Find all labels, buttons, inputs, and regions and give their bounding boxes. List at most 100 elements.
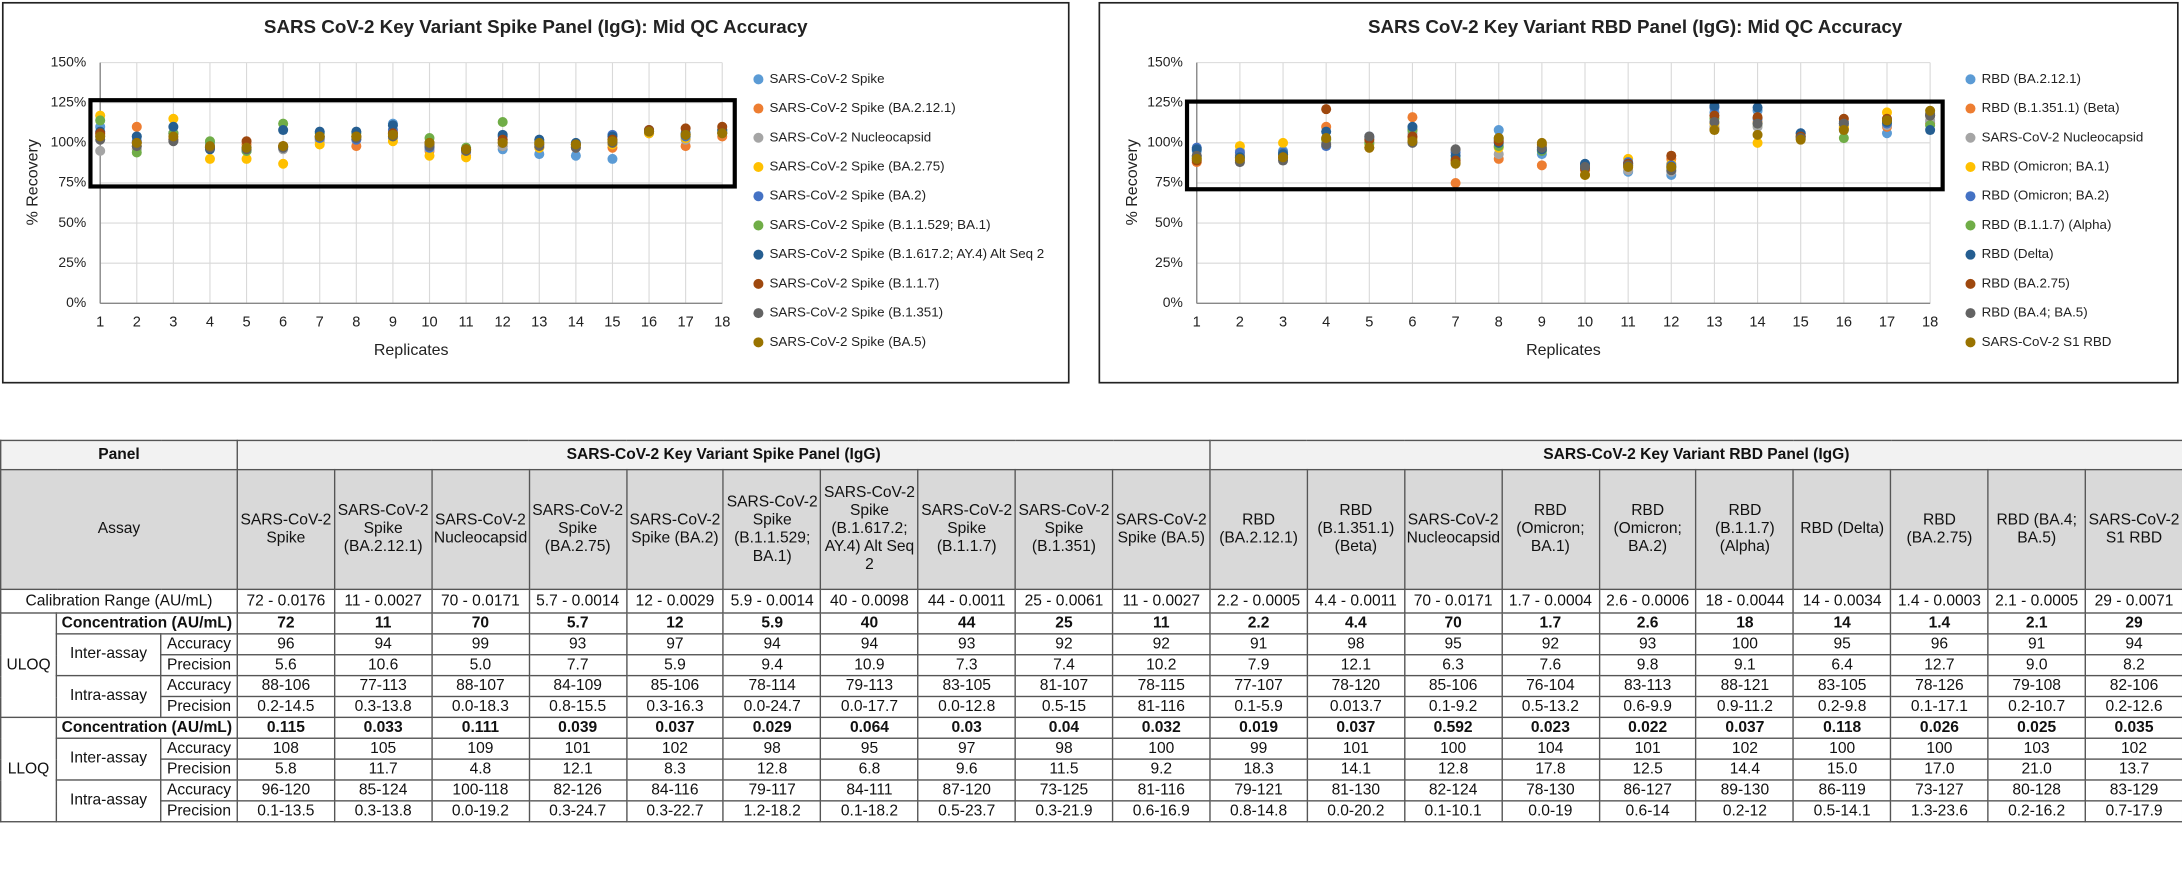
cell-value: 102 <box>625 737 725 760</box>
cell-value: 8.3 <box>625 758 725 781</box>
assay-name: SARS-CoV-2 Spike (BA.2) <box>625 468 725 591</box>
legend-marker <box>753 191 764 202</box>
cell-value: 0.111 <box>431 716 530 739</box>
cell-value: 99 <box>431 633 530 656</box>
cell-value: 93 <box>917 633 1017 656</box>
cell-value: 6.3 <box>1403 654 1503 677</box>
cell-value: 0.023 <box>1501 716 1600 739</box>
cell-value: 11.7 <box>333 758 433 781</box>
cell-value: 83-105 <box>917 674 1017 698</box>
cell-value: 12.8 <box>722 758 822 781</box>
data-point <box>204 141 215 152</box>
data-point <box>1795 134 1806 145</box>
cell-value: 96 <box>236 633 336 656</box>
cell-value: 0.6-16.9 <box>1111 800 1211 823</box>
y-axis-label: % Recovery <box>25 139 42 225</box>
cell-value: 78-126 <box>1890 674 1989 698</box>
cell-value: 25 <box>1014 612 1114 635</box>
cell-value: 91 <box>1987 633 2086 656</box>
legend-label: RBD (BA.2.75) <box>1982 275 2070 290</box>
data-point <box>1407 112 1418 123</box>
x-tick-label: 17 <box>1879 315 1895 331</box>
cell-value: 12 - 0.0029 <box>625 588 725 614</box>
x-tick-label: 5 <box>242 315 250 331</box>
metric-label: Precision <box>160 654 238 677</box>
cell-value: 94 <box>820 633 919 656</box>
data-point <box>1666 150 1677 161</box>
metric-label: Accuracy <box>160 674 238 698</box>
x-tick-label: 8 <box>352 315 360 331</box>
cell-value: 21.0 <box>1987 758 2086 781</box>
cell-value: 77-107 <box>1209 674 1308 698</box>
cell-value: 100 <box>1403 737 1503 760</box>
cell-value: 13.7 <box>2084 758 2182 781</box>
cell-value: 0.115 <box>236 716 336 739</box>
x-tick-label: 1 <box>1193 315 1201 331</box>
cell-value: 79-121 <box>1209 779 1308 802</box>
x-tick-label: 12 <box>1663 315 1679 331</box>
cell-value: 0.1-5.9 <box>1209 695 1308 719</box>
cell-value: 4.4 <box>1306 612 1406 635</box>
cell-value: 88-107 <box>431 674 530 698</box>
cell-value: 12.7 <box>1890 654 1989 677</box>
cell-value: 81-107 <box>1014 674 1114 698</box>
cell-value: 78-120 <box>1306 674 1406 698</box>
cell-value: 2.2 - 0.0005 <box>1209 588 1308 614</box>
cell-value: 44 - 0.0011 <box>917 588 1017 614</box>
x-tick-label: 18 <box>1922 315 1938 331</box>
legend-marker <box>753 278 764 289</box>
cell-value: 7.7 <box>528 654 627 677</box>
cell-value: 94 <box>2084 633 2182 656</box>
cell-value: 18 <box>1695 612 1795 635</box>
data-point <box>1450 158 1461 169</box>
y-tick-label: 25% <box>1155 254 1183 270</box>
x-tick-label: 15 <box>604 315 620 331</box>
cell-value: 2.6 - 0.0006 <box>1598 588 1697 614</box>
legend-marker <box>1965 278 1976 289</box>
x-tick-label: 16 <box>641 315 657 331</box>
group-label: Intra-assay <box>55 779 162 823</box>
chart-title: SARS CoV-2 Key Variant RBD Panel (IgG): … <box>1368 16 1903 37</box>
cell-value: 85-106 <box>625 674 725 698</box>
data-point <box>204 153 215 164</box>
data-point <box>1536 137 1547 148</box>
cell-value: 0.064 <box>820 716 919 739</box>
cell-value: 0.037 <box>1306 716 1406 739</box>
data-point <box>497 116 508 128</box>
cell-value: 0.0-12.8 <box>917 695 1017 719</box>
y-tick-label: 125% <box>1147 93 1183 109</box>
cell-value: 103 <box>1987 737 2086 760</box>
data-point <box>1191 153 1202 164</box>
cell-value: 9.2 <box>1111 758 1211 781</box>
legend-marker <box>1965 191 1976 202</box>
row-label: Concentration (AU/mL) <box>55 716 238 739</box>
data-point <box>1493 125 1504 136</box>
assay-name: SARS-CoV-2 Spike (BA.2.75) <box>528 468 627 591</box>
cell-value: 15.0 <box>1792 758 1892 781</box>
cell-value: 29 - 0.0071 <box>2084 588 2182 614</box>
cell-value: 0.035 <box>2084 716 2182 739</box>
x-tick-label: 16 <box>1836 315 1852 331</box>
cell-value: 0.5-13.2 <box>1501 695 1600 719</box>
x-tick-label: 8 <box>1495 315 1503 331</box>
metric-label: Precision <box>160 758 238 781</box>
data-point <box>1450 177 1461 189</box>
cell-value: 0.3-22.7 <box>625 800 725 823</box>
y-tick-label: 150% <box>51 53 87 69</box>
cell-value: 10.6 <box>333 654 433 677</box>
cell-value: 0.0-17.7 <box>820 695 919 719</box>
panel-header: Panel <box>0 439 238 471</box>
data-point <box>1580 161 1591 172</box>
y-tick-label: 75% <box>1155 174 1183 190</box>
cell-value: 5.0 <box>431 654 530 677</box>
section-label: ULOQ <box>0 612 58 719</box>
cell-value: 78-115 <box>1111 674 1211 698</box>
y-tick-label: 125% <box>51 93 87 109</box>
cell-value: 81-130 <box>1306 779 1406 802</box>
x-tick-label: 10 <box>1577 315 1593 331</box>
cell-value: 83-113 <box>1598 674 1697 698</box>
assay-name: SARS-CoV-2 Spike (BA.2.12.1) <box>333 468 433 591</box>
charts: SARS CoV-2 Key Variant Spike Panel (IgG)… <box>1 1 2179 384</box>
chart-frame <box>1098 1 2179 384</box>
